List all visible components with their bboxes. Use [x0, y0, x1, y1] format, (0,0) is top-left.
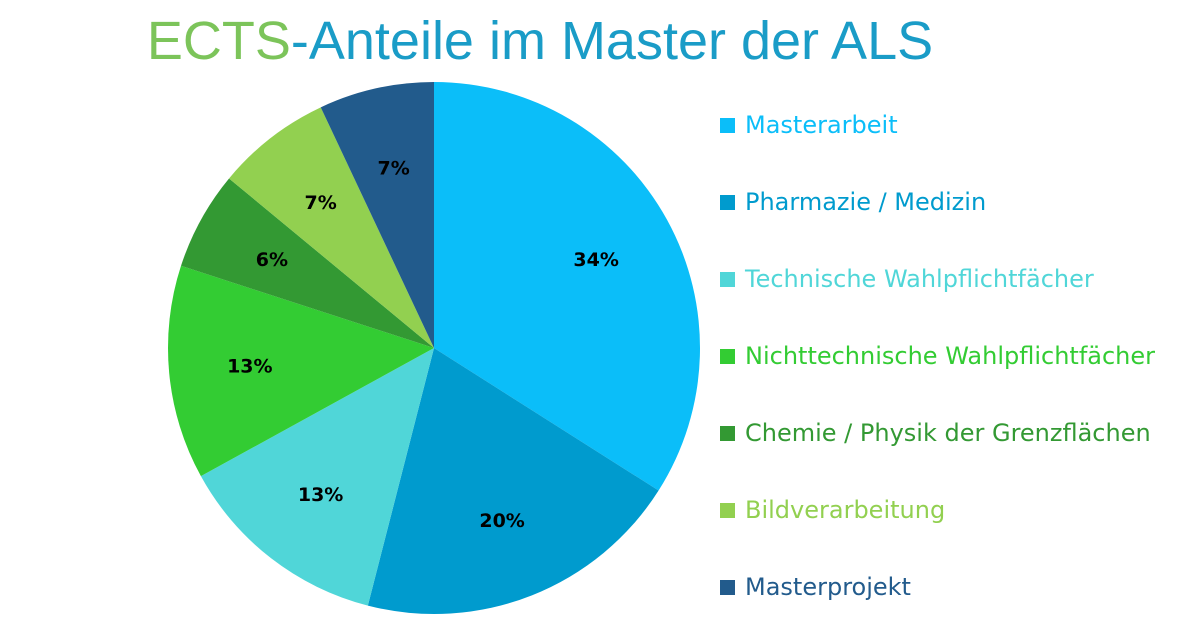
pie-slice-2: [367, 348, 659, 614]
chart-title-part-1: ECTS: [146, 11, 291, 71]
legend-label: Bildverarbeitung: [745, 496, 946, 524]
pie-slice-5: [181, 178, 434, 348]
legend-swatch: [720, 117, 735, 133]
pie-label-6: 7%: [304, 192, 336, 214]
pie-label-4: 13%: [227, 355, 272, 377]
legend-swatch: [720, 348, 735, 364]
legend-item-1: Masterarbeit: [720, 102, 1190, 148]
pie-slice-6: [229, 107, 434, 348]
legend-swatch: [720, 194, 735, 210]
pie-slice-4: [167, 265, 434, 477]
legend-label: Nichttechnische Wahlpflichtfächer: [745, 342, 1156, 370]
pie-label-3: 13%: [298, 484, 343, 506]
legend-swatch: [720, 579, 735, 595]
legend: Masterarbeit Pharmazie / Medizin Technisch…: [720, 102, 1190, 641]
legend-item-2: Pharmazie / Medizin: [720, 179, 1190, 225]
legend-label: Masterarbeit: [745, 111, 898, 139]
legend-item-7: Masterprojekt: [720, 564, 1190, 610]
pie-slice-1: [434, 82, 700, 491]
legend-swatch: [720, 271, 735, 287]
pie-label-2: 20%: [479, 510, 524, 532]
legend-label: Pharmazie / Medizin: [745, 188, 987, 216]
legend-item-5: Chemie / Physik der Grenzflächen: [720, 410, 1190, 456]
pie-slice-7: [320, 82, 434, 348]
chart-title-part-2: -Anteile im Master der ALS: [290, 11, 934, 71]
legend-swatch: [720, 425, 735, 441]
pie-slices: [167, 82, 700, 614]
legend-item-3: Technische Wahlpflichtfächer: [720, 256, 1190, 302]
chart-title: ECTS-Anteile im Master der ALS: [0, 6, 1080, 76]
pie-label-7: 7%: [378, 157, 410, 179]
pie-slice-3: [200, 348, 434, 606]
legend-label: Technische Wahlpflichtfächer: [745, 265, 1094, 293]
legend-label: Masterprojekt: [745, 573, 911, 601]
legend-item-4: Nichttechnische Wahlpflichtfächer: [720, 333, 1190, 379]
legend-swatch: [720, 502, 735, 518]
legend-label: Chemie / Physik der Grenzflächen: [745, 419, 1151, 447]
pie-label-1: 34%: [573, 249, 618, 271]
pie-label-5: 6%: [256, 249, 288, 271]
pie-labels: 34% 20% 13% 13% 6% 7% 7%: [227, 157, 619, 532]
legend-item-6: Bildverarbeitung: [720, 487, 1190, 533]
